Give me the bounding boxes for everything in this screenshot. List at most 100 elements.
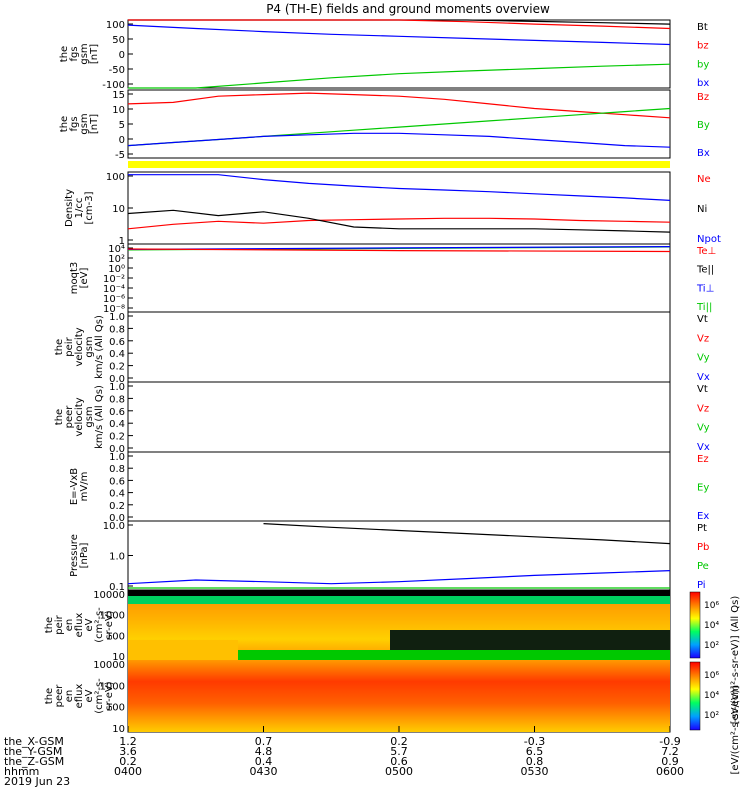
panel-frame bbox=[127, 171, 671, 245]
legend-item: Vy bbox=[697, 423, 710, 434]
y-tick-label: -100 bbox=[102, 80, 125, 91]
y-axis-label: gsm bbox=[84, 406, 95, 427]
y-tick-label: 0.0 bbox=[109, 374, 125, 385]
colorbar-tick: 10⁴ bbox=[704, 691, 719, 701]
x-axis-value: 0.7 bbox=[255, 735, 273, 748]
panel-fgs_dsl: 15 10 5 0 -5 the fgs gsm [nT] Bz By Bx bbox=[59, 89, 710, 161]
y-axis-label: peer bbox=[64, 405, 75, 429]
y-axis-label: fgs bbox=[69, 46, 80, 61]
legend-item: Bt bbox=[697, 22, 708, 33]
y-tick-label: 0.1 bbox=[109, 582, 125, 593]
y-tick-label: 1000 bbox=[100, 681, 125, 692]
y-axis-label: velocity bbox=[74, 327, 85, 366]
y-axis-label: E=-VxB bbox=[69, 468, 80, 505]
y-axis-label: (cm²-s- bbox=[94, 607, 105, 643]
y-axis-label: Pressure bbox=[69, 534, 80, 577]
legend-item: Npot bbox=[697, 234, 721, 245]
series-line-Pi bbox=[127, 570, 671, 585]
panel-frame bbox=[127, 19, 671, 89]
legend-item: Vx bbox=[697, 442, 710, 453]
y-axis-label: fgs bbox=[69, 116, 80, 131]
y-tick-label: 0.8 bbox=[109, 394, 125, 405]
y-axis-label: [eV] bbox=[79, 268, 90, 289]
y-tick-label: 0.4 bbox=[109, 349, 125, 360]
legend-item: Vx bbox=[697, 372, 710, 383]
y-tick-label: 100 bbox=[106, 172, 125, 183]
y-axis-label: sr-eV) bbox=[104, 610, 115, 639]
x-axis-value: -0.9 bbox=[659, 735, 680, 748]
y-axis-label: peir bbox=[64, 336, 75, 356]
legend-item: Vt bbox=[697, 384, 708, 395]
legend-item: By bbox=[697, 120, 710, 131]
series-line-by bbox=[128, 63, 671, 89]
colorbar-tick: 10² bbox=[704, 641, 719, 651]
series-line-Npot bbox=[128, 174, 671, 201]
y-tick-label: 10 bbox=[112, 105, 125, 116]
y-axis-label: [nT] bbox=[89, 44, 100, 64]
y-tick-label: 10 bbox=[112, 652, 125, 663]
y-axis-label: Density bbox=[64, 189, 75, 227]
axis-row-label: the_X-GSM bbox=[4, 735, 64, 748]
y-tick-label: 10⁻² bbox=[103, 274, 125, 285]
panel-frame bbox=[127, 311, 671, 383]
panel-peir_velocity: 1.00.8 0.60.4 0.20.0 the peir velocity gsm km/s… bbox=[54, 311, 710, 385]
x-axis-value: 7.2 bbox=[661, 745, 679, 758]
legend-item: Ti⊥ bbox=[696, 283, 714, 294]
series-line-bx bbox=[127, 24, 671, 46]
x-axis-value: 0.4 bbox=[255, 755, 273, 768]
y-tick-label: 0.6 bbox=[109, 337, 125, 348]
legend-item: Ni bbox=[697, 204, 707, 215]
series-line-Ni bbox=[127, 209, 671, 233]
panel-efield: 1.00.80.6 0.40.20.0 E=-VxB mV/m Ez Ey Ex bbox=[69, 451, 709, 524]
y-tick-label: 0.0 bbox=[109, 513, 125, 524]
colorbar-label: [eV/(cm²-s-sr-eV)] (All Qs) bbox=[730, 596, 741, 725]
x-axis-value: 6.5 bbox=[526, 745, 544, 758]
y-axis-label: eV bbox=[84, 618, 95, 631]
legend-item: Pi bbox=[697, 580, 706, 591]
y-axis-label: km/s (All Qs) bbox=[94, 315, 105, 379]
axis-row-label: the_Z-GSM bbox=[4, 755, 64, 768]
legend-item: by bbox=[697, 59, 709, 70]
y-axis-label: moqt3 bbox=[69, 262, 80, 295]
y-tick-label: 0.6 bbox=[109, 476, 125, 487]
y-tick-label: 0.4 bbox=[109, 489, 125, 500]
y-tick-label: 10⁴ bbox=[108, 244, 125, 255]
axis-row-label: hhmm bbox=[4, 765, 39, 778]
y-tick-label: 100 bbox=[106, 20, 125, 31]
y-tick-label: 10⁰ bbox=[108, 264, 125, 275]
x-axis-value: 0.8 bbox=[526, 755, 544, 768]
y-tick-label: 0 bbox=[119, 50, 125, 61]
legend-item: Bx bbox=[697, 148, 710, 159]
x-axis-value: 0.9 bbox=[661, 755, 679, 768]
y-axis-label: the bbox=[59, 46, 70, 62]
y-axis-label: peir bbox=[54, 614, 65, 634]
legend-item: bz bbox=[697, 41, 709, 52]
colorbar-tick: 10⁶ bbox=[704, 671, 719, 681]
panel-density: 100 10 1 Density 1/cc [cm-3] Ne Ni Npot bbox=[64, 171, 721, 247]
x-axis-value: 0600 bbox=[656, 765, 684, 778]
y-tick-label: 50 bbox=[112, 35, 125, 46]
y-axis-label: [cm-3] bbox=[84, 191, 95, 224]
y-tick-label: 10 bbox=[112, 724, 125, 735]
y-tick-label: 0.0 bbox=[109, 444, 125, 455]
panel-frame bbox=[127, 243, 671, 313]
y-tick-label: -50 bbox=[109, 65, 125, 76]
x-axis-value: 3.6 bbox=[119, 745, 137, 758]
y-tick-label: 5 bbox=[119, 120, 125, 131]
y-tick-label: 10000 bbox=[93, 590, 125, 601]
y-tick-label: 10⁻⁴ bbox=[103, 284, 125, 295]
y-tick-label: 0.8 bbox=[109, 464, 125, 475]
y-tick-label: 0.8 bbox=[109, 324, 125, 335]
series-line-Bx bbox=[127, 132, 671, 148]
series-line-bz bbox=[128, 19, 671, 30]
panel-frame bbox=[127, 451, 671, 522]
y-tick-label: 1000 bbox=[100, 611, 125, 622]
legend-item: Pe bbox=[697, 561, 709, 572]
y-axis-label: eflux bbox=[74, 684, 85, 709]
legend-item: Ey bbox=[697, 483, 709, 494]
y-axis-label: mV/m bbox=[79, 472, 90, 502]
legend-item: Bz bbox=[697, 92, 709, 103]
legend-item: Vy bbox=[697, 353, 710, 364]
